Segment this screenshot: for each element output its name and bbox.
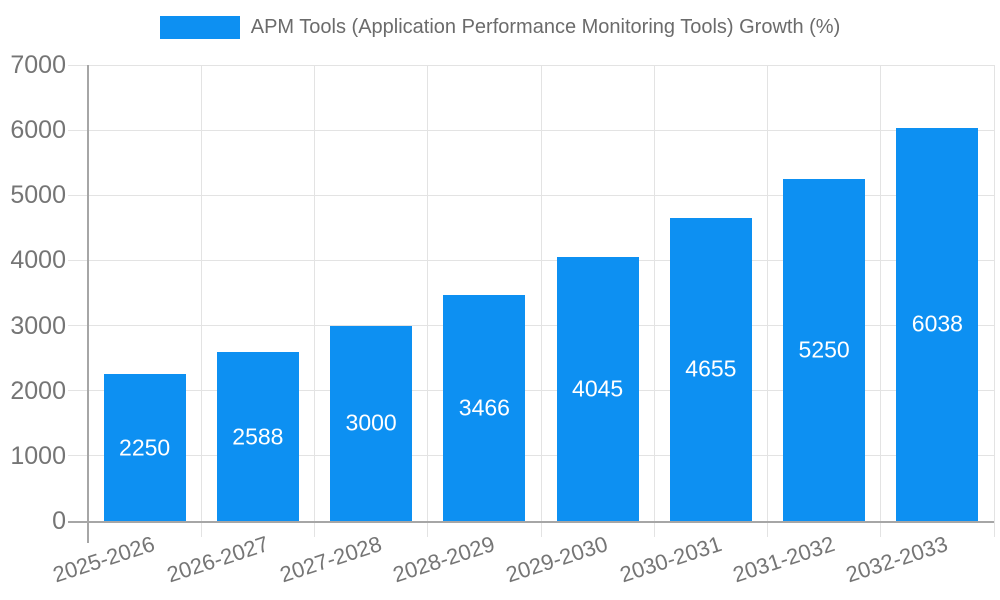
y-axis-tick-label: 1000: [10, 441, 66, 470]
y-gridline-6000: [68, 129, 994, 131]
bar-2027-2028[interactable]: 3000: [330, 325, 413, 521]
bar-2025-2026[interactable]: 2250: [103, 374, 186, 521]
y-gridline-4000: [68, 259, 994, 261]
legend-swatch: [159, 16, 240, 39]
x-axis-tick-label: 2031-2032: [729, 531, 838, 588]
x-axis-tick-label: 2029-2030: [503, 531, 612, 588]
x-axis-tick-label: 2028-2029: [389, 531, 498, 588]
x-gridline-3: [427, 65, 429, 537]
y-gridline-5000: [68, 194, 994, 196]
y-axis-line: [87, 65, 89, 543]
bar-2029-2030[interactable]: 4045: [556, 257, 639, 521]
chart-legend[interactable]: APM Tools (Application Performance Monit…: [0, 16, 1000, 39]
y-gridline-2000: [68, 390, 994, 392]
x-axis-tick-label: 2025-2026: [50, 531, 159, 588]
x-gridline-7: [880, 65, 882, 537]
x-gridline-2: [314, 65, 315, 537]
bar-value-label: 6038: [911, 310, 963, 337]
x-axis-tick-label: 2027-2028: [276, 531, 385, 588]
y-axis-tick-label: 2000: [10, 376, 66, 405]
y-axis-tick-label: 6000: [10, 116, 66, 145]
x-axis-tick-label: 2032-2033: [842, 531, 951, 588]
bar-value-label: 2588: [232, 423, 284, 450]
bar-2026-2027[interactable]: 2588: [216, 352, 299, 521]
y-gridline-1000: [68, 455, 994, 457]
y-axis-tick-label: 5000: [10, 181, 66, 210]
bar-value-label: 3466: [458, 394, 510, 421]
bar-value-label: 5250: [798, 336, 850, 363]
x-axis-tick-label: 2030-2031: [616, 531, 725, 588]
x-gridline-8: [993, 65, 995, 537]
x-gridline-6: [767, 65, 768, 537]
y-axis-tick-label: 4000: [10, 246, 66, 275]
x-gridline-5: [653, 65, 655, 537]
bar-2031-2032[interactable]: 5250: [783, 179, 866, 521]
y-axis-tick-label: 3000: [10, 311, 66, 340]
y-gridline-7000: [68, 64, 994, 66]
legend-label: APM Tools (Application Performance Monit…: [250, 16, 841, 38]
y-gridline-3000: [68, 325, 994, 327]
bar-value-label: 4045: [572, 375, 624, 402]
x-axis-line: [68, 521, 994, 523]
x-gridline-1: [200, 65, 202, 537]
bar-2028-2029[interactable]: 3466: [443, 295, 526, 521]
y-axis-tick-label: 7000: [10, 51, 66, 79]
bar-value-label: 2250: [119, 434, 171, 461]
bar-value-label: 3000: [345, 409, 397, 436]
x-gridline-4: [540, 65, 542, 537]
bar-value-label: 4655: [685, 355, 737, 382]
y-axis-tick-label: 0: [52, 507, 66, 535]
x-axis-tick-label: 2026-2027: [163, 531, 272, 588]
bar-2032-2033[interactable]: 6038: [896, 127, 979, 521]
bar-2030-2031[interactable]: 4655: [669, 217, 752, 521]
